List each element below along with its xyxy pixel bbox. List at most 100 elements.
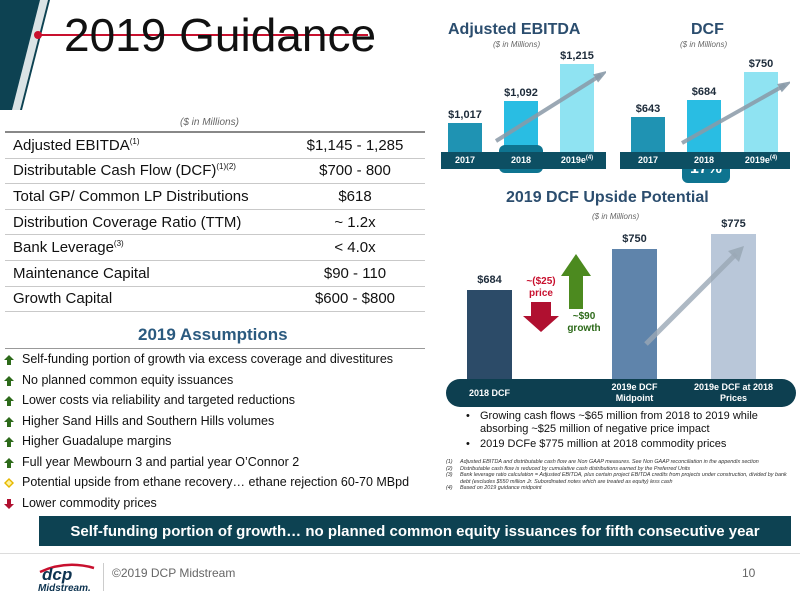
footer-divider xyxy=(0,553,800,554)
guidance-label: Total GP/ Common LP Distributions xyxy=(5,183,285,210)
footnote-ref: (3) xyxy=(113,239,124,249)
title-dot xyxy=(34,31,42,39)
guidance-table: Adjusted EBITDA(1) $1,145 - 1,285 Distribu… xyxy=(5,130,425,313)
guidance-label: Bank Leverage(3) xyxy=(5,234,285,261)
footnote-number: (4) xyxy=(446,485,453,492)
up-arrow-green-icon xyxy=(4,416,14,427)
up-arrow-green-icon xyxy=(4,375,14,386)
chart-area: $684 $750 $775 ~($25) price ~$90 growth 2018 … xyxy=(446,218,796,409)
corner-decoration xyxy=(0,0,50,110)
bar-value-label: $750 xyxy=(622,233,647,246)
category-label: 2018 xyxy=(681,155,727,165)
category-text: 2018 xyxy=(693,155,715,165)
guidance-label-text: Distribution Coverage Ratio (TTM) xyxy=(13,213,242,231)
guidance-label-text: Maintenance Capital xyxy=(13,264,150,282)
assumptions-divider xyxy=(5,348,425,349)
upside-chart-title: 2019 DCF Upside Potential xyxy=(506,189,709,206)
growth-arrow-icon xyxy=(494,71,606,143)
guidance-label: Distributable Cash Flow (DCF)(1)(2) xyxy=(5,158,285,185)
guidance-row: Total GP/ Common LP Distributions $618 xyxy=(5,183,425,210)
guidance-label-text: Distributable Cash Flow (DCF) xyxy=(13,162,217,180)
assumption-text: Lower commodity prices xyxy=(22,495,157,510)
footnote-text: Adjusted EBITDA and distributable cash f… xyxy=(460,459,759,465)
dcp-logo: dcp Midstream. xyxy=(36,558,98,599)
footnote-number: (1) xyxy=(446,459,453,465)
category-label: 2017 xyxy=(625,155,671,165)
bar xyxy=(631,117,665,152)
footnote-text: Based on 2019 guidance midpoint xyxy=(460,485,542,492)
category-text: 2017 xyxy=(454,155,476,165)
bar xyxy=(467,290,512,379)
category-label: 2019e DCF Midpoint xyxy=(611,382,658,403)
assumption-item: No planned common equity issuances xyxy=(4,373,233,387)
footnote-ref: (4) xyxy=(585,155,594,161)
bar-value-label: $643 xyxy=(635,103,661,116)
bar-value-label: $684 xyxy=(691,85,717,98)
assumption-item: Potential upside from ethane recovery… e… xyxy=(4,475,409,489)
guidance-label-text: Growth Capital xyxy=(13,290,113,308)
footnote: (4) Based on 2019 guidance midpoint xyxy=(446,485,791,492)
footnote: (2) Distributable cash flow is reduced by… xyxy=(446,466,791,473)
key-message-banner: Self-funding portion of growth… no plann… xyxy=(39,516,791,546)
assumption-text: Potential upside from ethane recovery… e… xyxy=(22,475,410,489)
assumption-text: Self-funding portion of growth via exces… xyxy=(22,352,394,366)
guidance-value: $700 - 800 xyxy=(285,158,425,185)
guidance-label: Distribution Coverage Ratio (TTM) xyxy=(5,209,285,236)
assumption-item: Higher Sand Hills and Southern Hills vol… xyxy=(4,414,274,428)
bar xyxy=(744,72,778,152)
up-arrow-green-icon xyxy=(4,354,14,365)
assumption-text: Higher Guadalupe margins xyxy=(22,434,172,448)
guidance-value: ~ 1.2x xyxy=(285,209,425,236)
bar xyxy=(612,249,657,379)
bar xyxy=(560,64,594,152)
guidance-row: Distribution Coverage Ratio (TTM) ~ 1.2x xyxy=(5,209,425,236)
upside-bullet-2: • 2019 DCFe $775 million at 2018 commodit… xyxy=(466,438,727,450)
dcf-chart-units: ($ in Millions) xyxy=(680,40,728,49)
bar-value-label: $1,017 xyxy=(448,109,482,122)
guidance-label: Maintenance Capital xyxy=(5,260,285,287)
guidance-label: Growth Capital xyxy=(5,286,285,313)
bar-value-label: $684 xyxy=(477,274,502,287)
category-axis xyxy=(446,379,796,407)
assumption-text: Full year Mewbourn 3 and partial year O’… xyxy=(22,454,300,469)
upside-chart-units: ($ in Millions) xyxy=(592,212,640,221)
footnote: (3) Bank leverage ratio calculation = Adj… xyxy=(446,472,791,485)
guidance-value: $1,145 - 1,285 xyxy=(285,130,425,159)
bar xyxy=(448,123,482,152)
category-axis xyxy=(620,152,790,169)
assumption-item: Lower commodity prices xyxy=(4,496,157,510)
category-text: 2017 xyxy=(637,155,659,165)
assumption-text: Lower costs via reliability and targeted… xyxy=(22,393,296,407)
category-axis xyxy=(441,152,606,169)
up-arrow-green-icon xyxy=(4,457,14,468)
bar-value-label: $1,215 xyxy=(560,50,594,62)
guidance-value: $618 xyxy=(285,183,425,210)
guidance-label-text: Total GP/ Common LP Distributions xyxy=(13,187,249,205)
svg-text:dcp: dcp xyxy=(42,565,72,584)
footnote-text: Distributable cash flow is reduced by cu… xyxy=(460,465,691,472)
footnote-ref: (4) xyxy=(769,155,778,161)
page-number: 10 xyxy=(742,566,756,580)
category-label: 2018 DCF xyxy=(468,388,511,398)
diamond-yellow-icon xyxy=(4,477,14,488)
page-title: 2019 Guidance xyxy=(64,9,377,61)
guidance-label-text: Adjusted EBITDA xyxy=(13,136,130,154)
copyright: ©2019 DCP Midstream xyxy=(112,566,236,580)
guidance-row: Bank Leverage(3) < 4.0x xyxy=(5,234,425,261)
category-label: 2017 xyxy=(442,155,488,165)
ebitda-chart-title: Adjusted EBITDA xyxy=(448,21,581,38)
up-arrow-green-icon xyxy=(4,395,14,406)
footnote-number: (2) xyxy=(446,465,453,472)
guidance-units: ($ in Millions) xyxy=(180,117,239,128)
footnote-number: (3) xyxy=(446,472,453,479)
category-label: 2019e DCF at 2018 Prices xyxy=(693,382,774,403)
guidance-row: Growth Capital $600 - $800 xyxy=(5,286,425,313)
guidance-row: Distributable Cash Flow (DCF)(1)(2) $700 … xyxy=(5,158,425,185)
guidance-row: Adjusted EBITDA(1) $1,145 - 1,285 xyxy=(5,130,425,159)
bridge-arrows-icon xyxy=(523,246,744,346)
footnote-ref: (1)(2) xyxy=(216,162,236,172)
category-text: 2019e xyxy=(560,155,586,165)
assumption-text: No planned common equity issuances xyxy=(22,372,234,387)
